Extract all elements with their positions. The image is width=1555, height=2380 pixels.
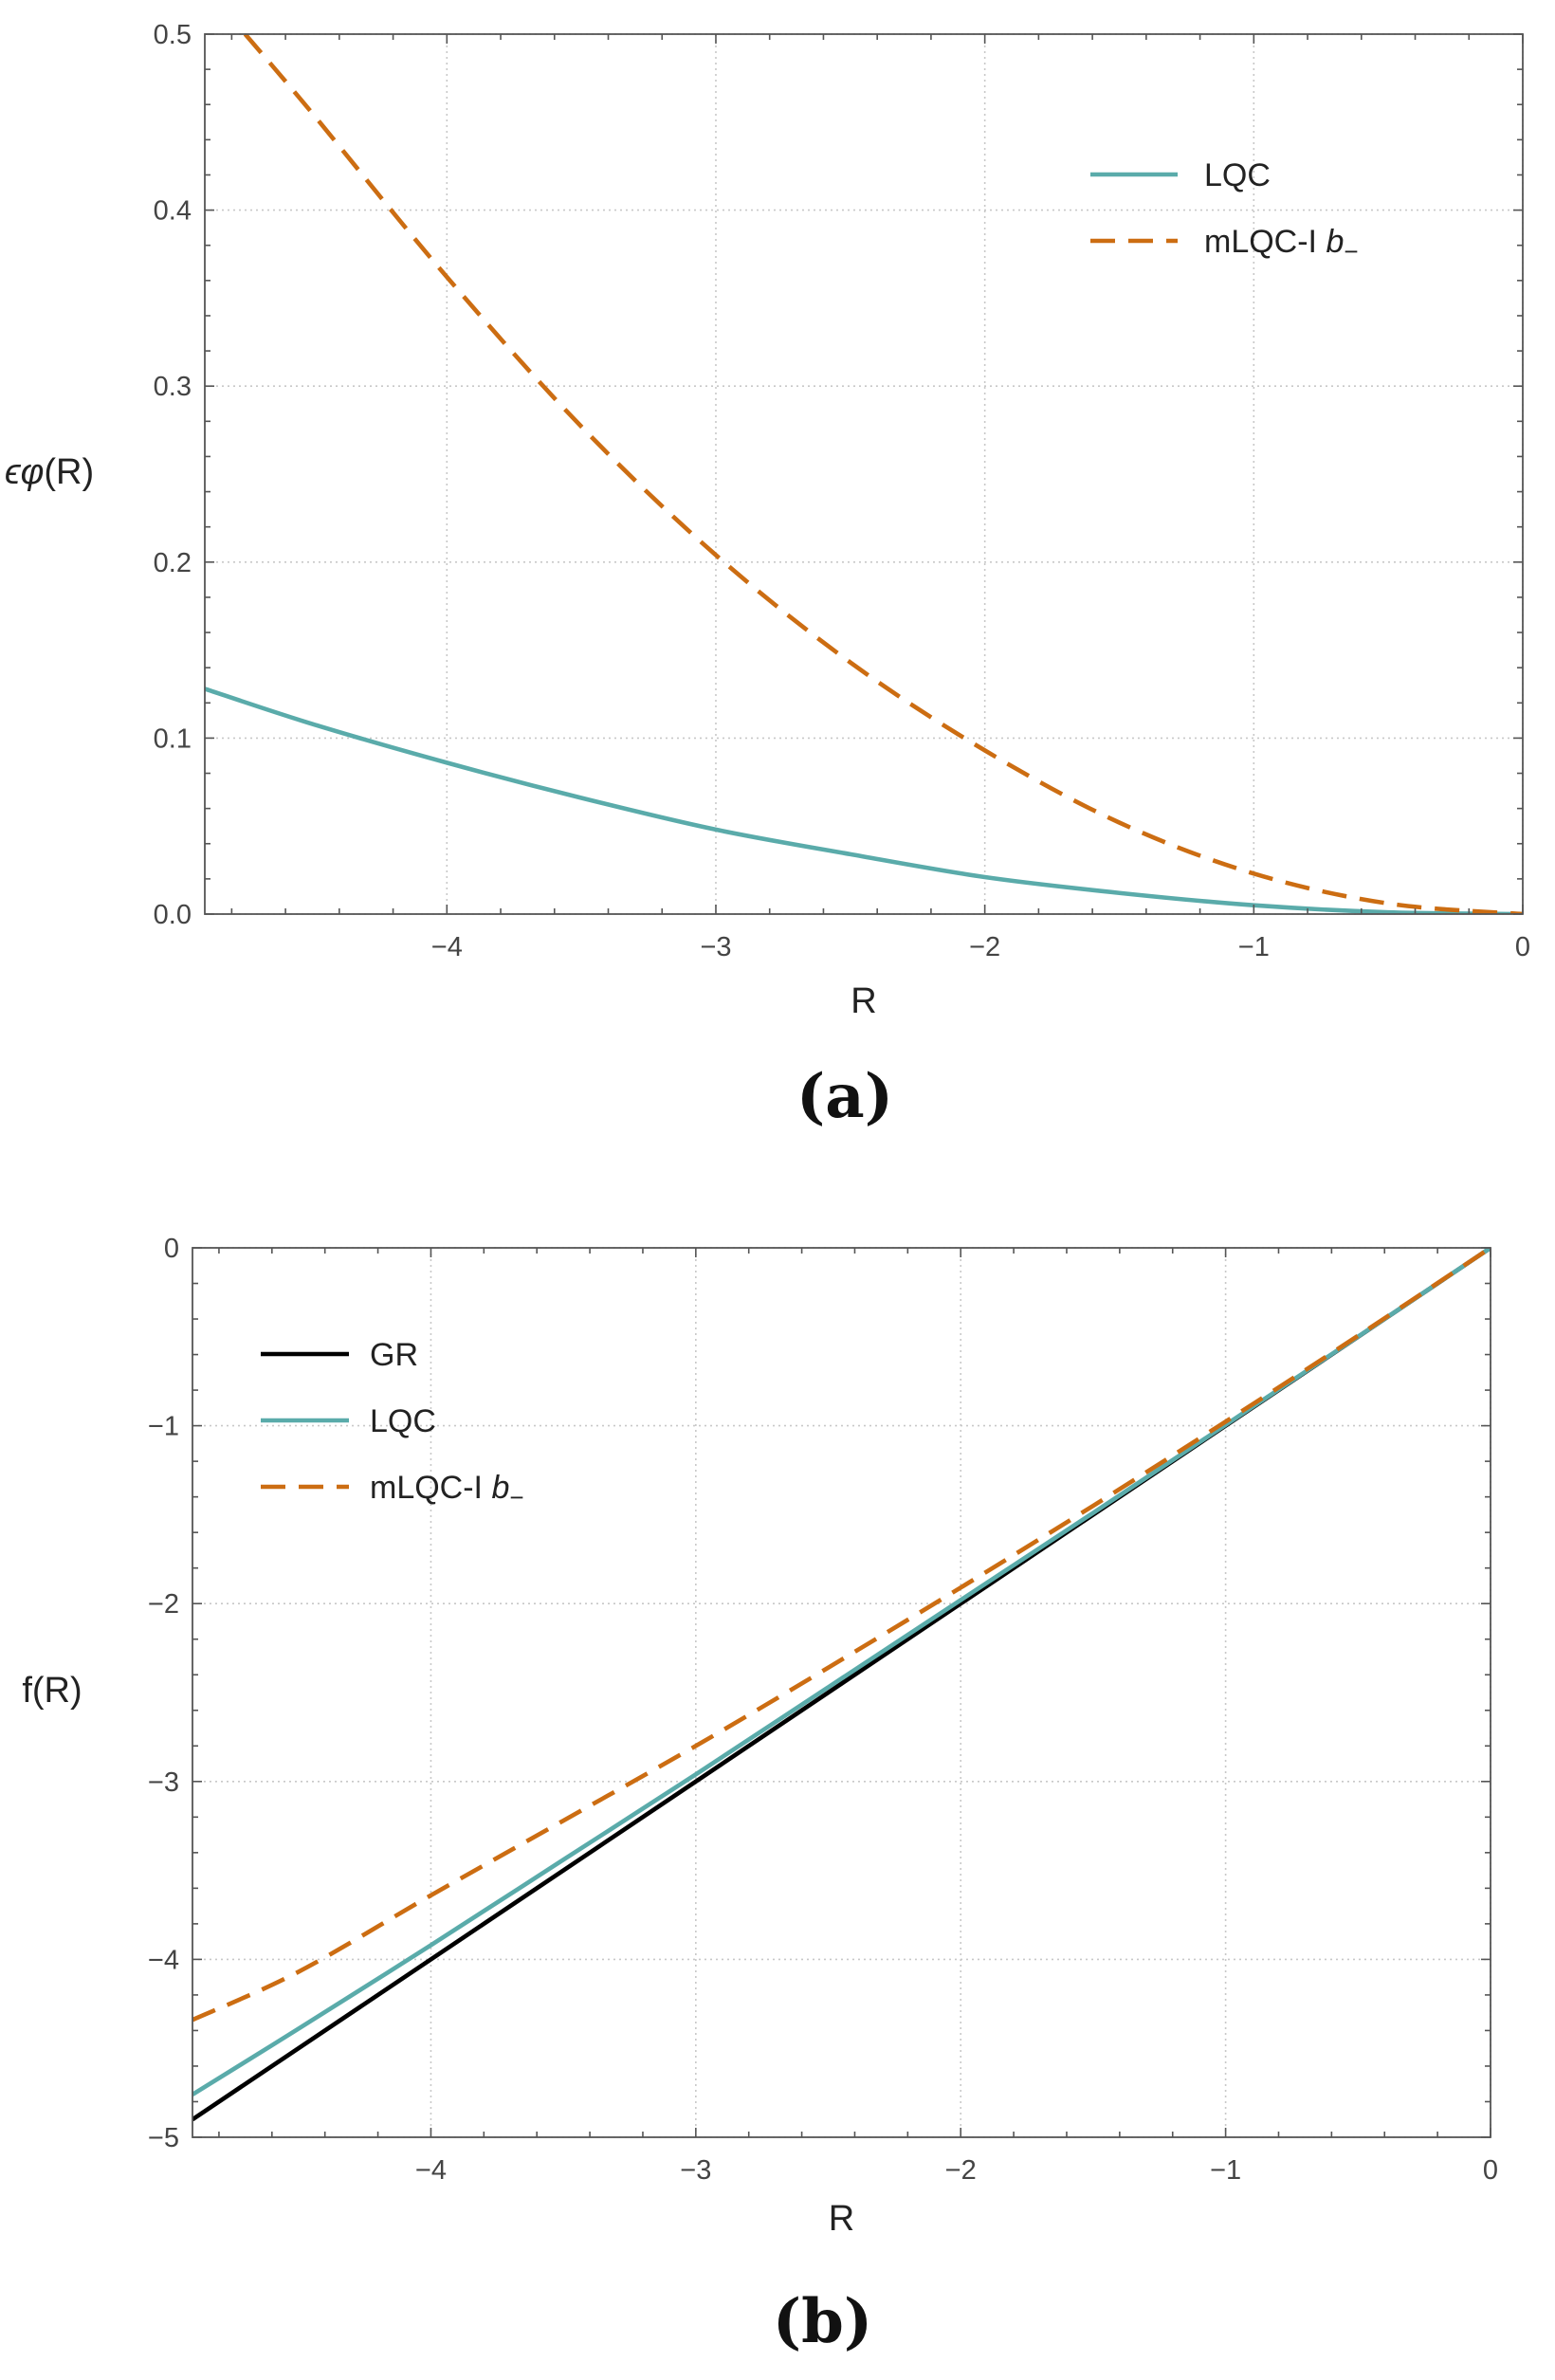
panel-a-legend: LQC mLQC-I b− [1090,157,1359,265]
panel-a-y-axis-label: ϵφ(R) [5,452,94,492]
panel-b-legend-label-text: GR [370,1337,418,1373]
panel-b-caption: (b) [773,2286,872,2357]
panel-b-y-tick-label: −1 [148,1412,179,1442]
panel-a-legend-label-text: mLQC-I [1204,224,1326,260]
panel-b-x-tick-label: −1 [1210,2155,1241,2186]
panel-b-y-axis-label: f(R) [22,1671,82,1711]
panel-b-legend: GR LQC mLQC-I b− [261,1337,524,1511]
panel-a-caption: (a) [796,1061,893,1132]
panel-b-y-tick-label: 0 [164,1234,179,1264]
panel-a-y-tick-label: 0.3 [154,372,192,402]
panel-b-legend-label-italic: b [491,1470,509,1506]
panel-a-legend-label-italic: b [1326,224,1344,260]
panel-a-y-tick-label: 0.5 [154,20,192,50]
panel-a-x-axis-label: R [851,981,876,1021]
panel-a-series-mlqc-i-b-line [243,34,1523,914]
panel-b-series-mlqc-i-b-line [192,1248,1491,2023]
panel-a-x-tick-label: 0 [1515,932,1530,962]
panel-a-y-axis-label-arg: (R) [44,452,94,492]
panel-b-x-tick-label: −2 [945,2155,977,2186]
panel-a-y-tick-label: 0.0 [154,900,192,930]
panel-a-y-axis-label-symbol: ϵφ [5,452,45,492]
panel-b-legend-label-gr: GR [370,1337,418,1373]
panel-b-x-axis-label: R [829,2199,854,2239]
panel-b-x-tick-label: −3 [680,2155,711,2186]
panel-a-x-tick-label: −1 [1238,932,1270,962]
panel-b-chart: −4 −3 −2 −1 0 −5 −4 −3 −2 −1 0 R f(R) GR LQC mLQC-I … [22,1234,1498,2357]
panel-b-plot-frame [192,1247,1491,2138]
panel-a-y-tick-label: 0.4 [154,196,192,227]
panel-b-y-tick-label: −4 [148,1945,179,1975]
panel-a-x-tick-label: −3 [700,932,731,962]
panel-a-x-tick-label: −4 [431,932,463,962]
panel-a-y-tick-label: 0.1 [154,723,192,754]
panel-a-legend-label-lqc: LQC [1204,157,1271,193]
panel-a-legend-label-text: LQC [1204,157,1271,193]
panel-a-legend-label-mlqc-i-b: mLQC-I b− [1204,224,1359,265]
panel-a-legend-label-subscript: − [1344,237,1358,265]
panel-b-x-tick-label: 0 [1483,2155,1498,2186]
panel-b-legend-label-text: LQC [370,1403,436,1439]
panel-a-x-tick-label: −2 [969,932,1000,962]
panel-a-series-lqc-line [205,687,1523,914]
panel-b-legend-label-lqc: LQC [370,1403,436,1439]
panel-b-x-tick-label: −4 [415,2155,447,2186]
panel-a-chart: −4 −3 −2 −1 0 0.0 0.1 0.2 0.3 0.4 0.5 R ϵφ(R) LQC m… [5,20,1530,1132]
panel-b-y-tick-label: −5 [148,2123,179,2153]
panel-a-plot-frame [204,33,1524,915]
panel-b-y-tick-label: −2 [148,1589,179,1620]
panel-b-legend-label-subscript: − [509,1483,523,1511]
panel-a-y-tick-label: 0.2 [154,548,192,578]
panel-b-series-lqc-line [192,1248,1491,2096]
panel-b-legend-label-mlqc-i-b: mLQC-I b− [370,1470,524,1511]
panel-b-legend-label-text: mLQC-I [370,1470,491,1506]
panel-b-y-tick-label: −3 [148,1767,179,1798]
